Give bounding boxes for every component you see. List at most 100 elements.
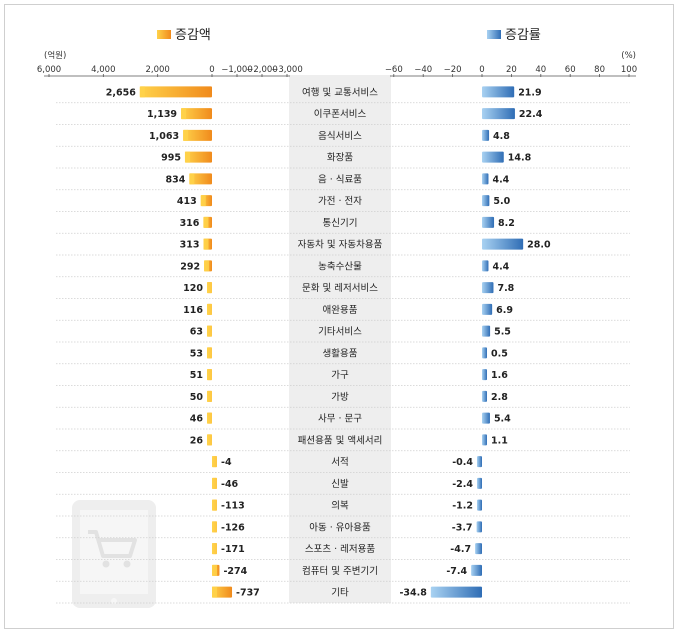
increase-amount-value-label: 46 bbox=[190, 414, 204, 425]
increase-rate-value-label: 21.9 bbox=[518, 87, 541, 98]
increase-amount-bar-cap bbox=[184, 151, 190, 163]
increase-amount-value-label: 120 bbox=[183, 283, 203, 294]
increase-amount-bar bbox=[139, 86, 212, 98]
increase-rate-bar bbox=[482, 195, 490, 207]
category-label: 서적 bbox=[331, 456, 348, 468]
increase-amount-bar-cap bbox=[212, 477, 217, 489]
increase-rate-value-label: 28.0 bbox=[527, 240, 551, 251]
increase-rate-value-label: -4.7 bbox=[450, 544, 471, 555]
category-label: 아동 · 유아용품 bbox=[309, 522, 371, 533]
right-axis-tick-label: −40 bbox=[414, 65, 432, 75]
category-label: 음 · 식료품 bbox=[318, 174, 362, 185]
increase-rate-bar bbox=[482, 434, 487, 446]
increase-rate-bar bbox=[482, 412, 490, 424]
increase-rate-value-label: 1.6 bbox=[491, 370, 508, 381]
increase-amount-value-label: 313 bbox=[180, 240, 200, 251]
left-axis-tick-label: −3,000 bbox=[271, 65, 302, 75]
increase-rate-bar bbox=[482, 129, 490, 141]
right-axis-tick-label: 80 bbox=[594, 65, 605, 75]
increase-amount-bar-cap bbox=[189, 173, 195, 185]
increase-amount-value-label: 1,063 bbox=[149, 131, 179, 142]
left-axis-tick-label: −1,000 bbox=[221, 65, 252, 75]
increase-rate-bar bbox=[482, 238, 524, 250]
increase-rate-value-label: 6.9 bbox=[496, 305, 513, 316]
increase-rate-bar bbox=[482, 151, 504, 163]
category-label: 기타 bbox=[331, 588, 349, 599]
increase-amount-bar-cap bbox=[207, 325, 212, 337]
increase-amount-bar bbox=[189, 173, 212, 185]
increase-amount-bar-cap bbox=[203, 238, 209, 250]
increase-amount-bar-cap bbox=[204, 260, 210, 272]
increase-rate-value-label: -1.2 bbox=[452, 501, 473, 512]
increase-amount-bar-cap bbox=[203, 216, 209, 228]
increase-rate-bar bbox=[430, 586, 482, 598]
right-axis-tick-label: −20 bbox=[444, 65, 462, 75]
left-unit-label: (억원) bbox=[44, 50, 66, 61]
increase-amount-value-label: 116 bbox=[183, 305, 203, 316]
increase-rate-value-label: -3.7 bbox=[452, 522, 473, 533]
right-axis-tick-label: 40 bbox=[535, 65, 546, 75]
increase-amount-value-label: 2,656 bbox=[106, 87, 136, 98]
increase-rate-bar bbox=[482, 390, 487, 402]
category-label: 음식서비스 bbox=[318, 131, 362, 142]
category-label: 농축수산물 bbox=[318, 261, 362, 272]
increase-rate-bar bbox=[477, 499, 482, 511]
right-axis-tick-label: −60 bbox=[385, 65, 403, 75]
increase-rate-bar bbox=[482, 260, 489, 272]
increase-rate-bar bbox=[482, 108, 515, 120]
increase-amount-bar-cap bbox=[212, 499, 217, 511]
increase-amount-value-label: 26 bbox=[190, 435, 204, 446]
category-label: 가구 bbox=[331, 370, 349, 381]
increase-amount-bar bbox=[184, 151, 212, 163]
increase-amount-bar-cap bbox=[212, 543, 217, 555]
increase-rate-value-label: -0.4 bbox=[452, 457, 473, 468]
increase-amount-bar bbox=[181, 108, 212, 120]
increase-rate-value-label: -2.4 bbox=[452, 479, 473, 490]
right-axis-tick-label: 0 bbox=[479, 65, 484, 75]
increase-amount-bar-cap bbox=[207, 412, 212, 424]
increase-rate-bar bbox=[475, 543, 482, 555]
increase-rate-bar bbox=[482, 216, 495, 228]
category-label: 가전 · 전자 bbox=[318, 196, 362, 207]
category-label: 스포츠 · 레저용품 bbox=[305, 544, 375, 555]
increase-rate-value-label: 22.4 bbox=[519, 109, 543, 120]
increase-amount-bar-cap bbox=[181, 108, 187, 120]
increase-amount-value-label: -737 bbox=[236, 588, 260, 599]
increase-rate-bar bbox=[482, 325, 491, 337]
increase-rate-bar bbox=[482, 369, 487, 381]
legend-label-increase-rate: 증감률 bbox=[505, 28, 541, 43]
increase-rate-value-label: 7.8 bbox=[497, 283, 514, 294]
category-label: 이쿠폰서비스 bbox=[314, 109, 367, 120]
increase-rate-value-label: 5.0 bbox=[493, 196, 510, 207]
increase-amount-value-label: 834 bbox=[165, 174, 185, 185]
increase-amount-bar-cap bbox=[207, 390, 212, 402]
increase-amount-bar-cap bbox=[207, 369, 212, 381]
increase-rate-value-label: 8.2 bbox=[498, 218, 515, 229]
increase-rate-value-label: -7.4 bbox=[446, 566, 467, 577]
increase-amount-bar bbox=[212, 586, 233, 598]
increase-rate-value-label: 14.8 bbox=[508, 153, 532, 164]
increase-rate-bar bbox=[482, 303, 493, 315]
increase-rate-bar bbox=[482, 282, 494, 294]
increase-rate-bar bbox=[477, 456, 482, 468]
increase-rate-bar bbox=[482, 173, 489, 185]
legend-label-increase-amount: 증감액 bbox=[175, 28, 211, 43]
increase-amount-bar-cap bbox=[139, 86, 145, 98]
increase-amount-value-label: 995 bbox=[161, 153, 181, 164]
category-label: 애완용품 bbox=[323, 305, 358, 316]
increase-amount-value-label: -4 bbox=[221, 457, 232, 468]
increase-rate-value-label: 2.8 bbox=[491, 392, 508, 403]
increase-rate-value-label: 0.5 bbox=[491, 348, 508, 359]
increase-amount-bar-cap bbox=[207, 303, 212, 315]
increase-rate-bar bbox=[477, 477, 482, 489]
category-label: 통신기기 bbox=[323, 218, 358, 229]
left-axis-tick-label: 0 bbox=[209, 65, 214, 75]
increase-rate-bar bbox=[476, 521, 482, 533]
increase-rate-value-label: 4.4 bbox=[492, 261, 509, 272]
category-label: 화장품 bbox=[327, 153, 353, 164]
right-axis-tick-label: 100 bbox=[621, 65, 637, 75]
increase-rate-bar bbox=[471, 564, 482, 576]
increase-amount-value-label: 413 bbox=[177, 196, 197, 207]
increase-rate-value-label: 4.8 bbox=[493, 131, 510, 142]
legend-swatch-increase-amount bbox=[157, 30, 171, 39]
